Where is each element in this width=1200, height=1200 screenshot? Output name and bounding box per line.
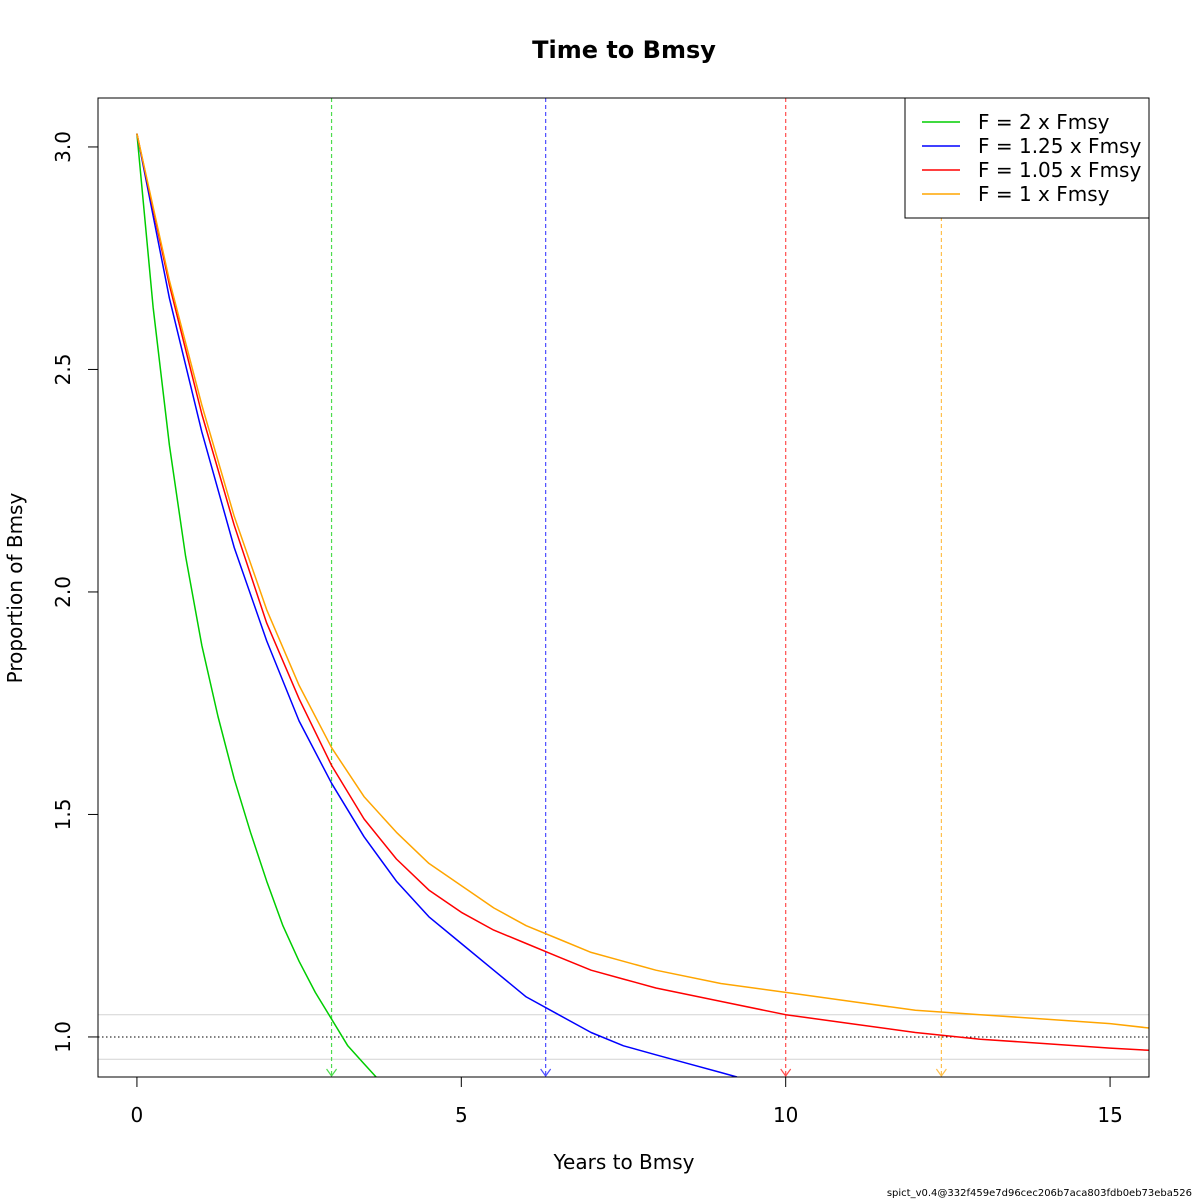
series-line-2 — [136, 133, 1149, 1052]
legend-label-0: F = 2 x Fmsy — [978, 110, 1110, 134]
series-lines — [136, 133, 1149, 1077]
reference-lines — [98, 1014, 1149, 1060]
version-footer: spict_v0.4@332f459e7d96cec206b7aca803fdb… — [887, 1188, 1192, 1199]
time-to-bmsy-markers — [326, 98, 947, 1077]
series-line-0 — [136, 133, 378, 1077]
legend-label-1: F = 1.25 x Fmsy — [978, 134, 1141, 158]
x-tick-label: 0 — [131, 1103, 144, 1127]
chart-title: Time to Bmsy — [532, 36, 716, 64]
y-tick-label: 1.0 — [51, 1021, 75, 1053]
x-tick-label: 10 — [773, 1103, 798, 1127]
x-axis-label: Years to Bmsy — [552, 1150, 694, 1174]
y-tick-label: 3.0 — [51, 131, 75, 163]
legend-label-3: F = 1 x Fmsy — [978, 182, 1110, 206]
x-axis: 0 5 10 15 — [131, 1076, 1123, 1127]
legend-label-2: F = 1.05 x Fmsy — [978, 158, 1141, 182]
x-tick-label: 5 — [455, 1103, 468, 1127]
y-axis: 1.0 1.5 2.0 2.5 3.0 — [51, 131, 99, 1053]
time-marker-arrow-1 — [540, 1068, 552, 1077]
y-tick-label: 2.5 — [51, 354, 75, 386]
time-marker-arrow-2 — [780, 1068, 792, 1077]
series-line-3 — [136, 133, 1149, 1029]
x-tick-label: 15 — [1097, 1103, 1122, 1127]
y-axis-label: Proportion of Bmsy — [3, 493, 27, 684]
y-tick-label: 1.5 — [51, 799, 75, 831]
series-line-1 — [136, 133, 738, 1077]
y-tick-label: 2.0 — [51, 576, 75, 608]
time-marker-arrow-0 — [326, 1068, 338, 1077]
legend-box — [904, 97, 1150, 219]
time-marker-arrow-3 — [935, 1068, 947, 1077]
